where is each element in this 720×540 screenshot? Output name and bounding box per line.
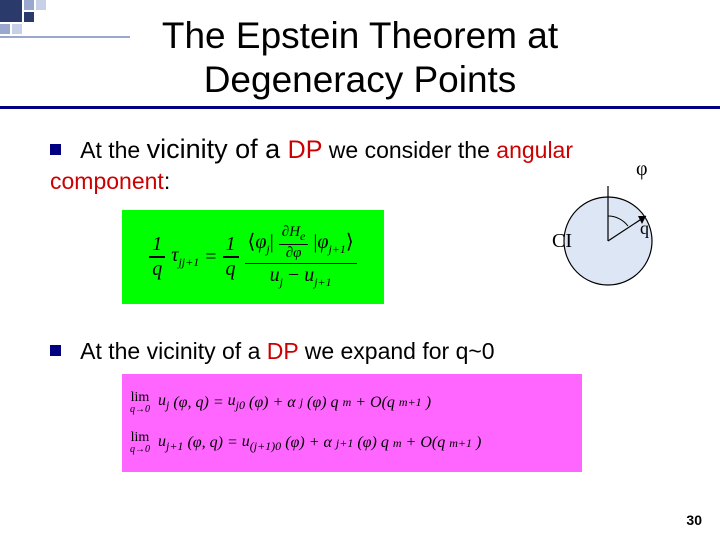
r2e: (φ) q	[357, 434, 389, 452]
pink-row-2: limq→0 uj+1 (φ, q) = u(j+1)0 (φ) + αj+1 …	[130, 431, 582, 455]
frac-1-num: 1	[149, 234, 165, 255]
b1-text-pre: At the	[80, 137, 146, 163]
title-underline	[0, 106, 720, 109]
phij1: φ	[317, 231, 328, 253]
eq-sign: =	[205, 246, 216, 269]
He-sub: e	[300, 229, 305, 243]
uj1-sub: j+1	[314, 275, 331, 289]
r1a-sub: j	[166, 398, 169, 412]
r2f: + O(q	[406, 434, 446, 452]
tau-sub: jj+1	[178, 255, 199, 269]
b1-text-big: vicinity of a	[147, 134, 288, 164]
r1f-sup: m+1	[399, 395, 422, 410]
b1-post: :	[164, 168, 170, 194]
b2-post: we expand for q~0	[298, 338, 494, 364]
r2g: )	[476, 434, 481, 452]
r1f: + O(q	[355, 394, 395, 412]
r1c: u	[228, 392, 236, 409]
slide-number: 30	[686, 512, 702, 528]
phij1-sub: j+1	[328, 242, 345, 256]
r2b: (φ, q) =	[187, 434, 237, 452]
r2d-sub: j+1	[336, 436, 353, 451]
equation-pink: limq→0 uj (φ, q) = uj0 (φ) + αj (φ) qm +…	[122, 374, 582, 472]
lim1-under: q→0	[130, 405, 150, 415]
r1b: (φ, q) =	[173, 394, 223, 412]
uj: u	[270, 264, 280, 286]
bullet-marker	[50, 144, 61, 155]
r2f-sup: m+1	[449, 436, 472, 451]
uj1: u	[304, 264, 314, 286]
r1e: (φ) q	[307, 394, 339, 412]
r1d: (φ) + α	[249, 394, 296, 412]
pink-row-1: limq→0 uj (φ, q) = uj0 (φ) + αj (φ) qm +…	[130, 391, 582, 415]
equation-green: 1 q τjj+1 = 1 q ⟨φj| ∂He ∂φ |φj+1⟩ uj	[122, 210, 384, 304]
r1c-sub: j0	[236, 398, 245, 412]
r1e-sup: m	[343, 395, 352, 410]
lim1: lim	[131, 391, 150, 405]
q-label: q	[640, 218, 649, 239]
r2d: (φ) + α	[285, 434, 332, 452]
phi-label: φ	[636, 158, 648, 181]
b1-dp: DP	[288, 136, 323, 164]
b2-dp: DP	[267, 338, 299, 364]
bullet-marker-2	[50, 345, 61, 356]
dphi: φ	[293, 245, 301, 261]
r1g: )	[426, 394, 431, 412]
lim2-under: q→0	[130, 445, 150, 455]
frac-2-num: 1	[223, 234, 239, 255]
ci-diagram: CI q	[548, 186, 668, 296]
r1d-sub: j	[300, 395, 303, 410]
phij: φ	[255, 231, 266, 253]
He: H	[289, 224, 300, 240]
r2a-sub: j+1	[166, 439, 183, 453]
r2c-sub: (j+1)0	[250, 439, 281, 453]
b1-text-mid: we consider the	[322, 137, 496, 163]
r1a: u	[158, 392, 166, 409]
frac-1-den: q	[149, 259, 165, 280]
slide-title: The Epstein Theorem at Degeneracy Points	[80, 14, 640, 103]
ci-label: CI	[552, 230, 572, 253]
frac-2-den: q	[223, 259, 239, 280]
r2c: u	[242, 433, 250, 450]
lim2: lim	[131, 431, 150, 445]
bullet-2: At the vicinity of a DP we expand for q~…	[50, 338, 650, 365]
minus: −	[288, 264, 299, 286]
uj-sub: j	[280, 275, 283, 289]
r2a: u	[158, 433, 166, 450]
b2-pre: At the vicinity of a	[80, 338, 267, 364]
r2e-sup: m	[393, 436, 402, 451]
